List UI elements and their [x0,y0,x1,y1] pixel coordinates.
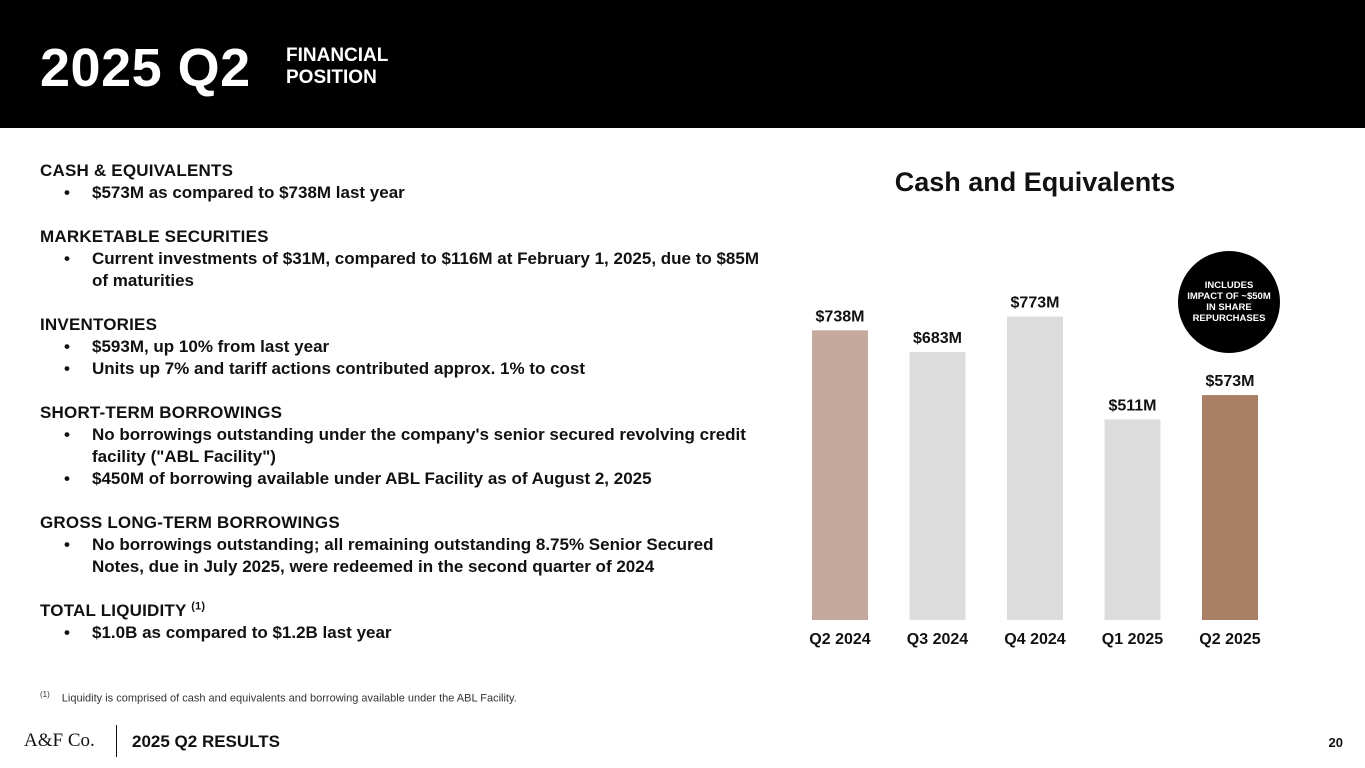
bullet-dot-icon: • [64,469,70,488]
bullet-item: • $450M of borrowing available under ABL … [40,468,760,490]
bar-q4-2024 [1007,316,1063,620]
section-title: INVENTORIES [40,314,760,336]
section-title: MARKETABLE SECURITIES [40,226,760,248]
bullet-dot-icon: • [64,183,70,202]
bullet-text: Current investments of $31M, compared to… [92,249,760,290]
header-subtitle: FINANCIAL POSITION [286,45,426,89]
bar-q1-2025 [1104,419,1161,620]
bullet-dot-icon: • [64,425,70,444]
bullet-item: • No borrowings outstanding; all remainin… [40,534,760,578]
bullet-text: No borrowings outstanding; all remaining… [92,535,714,576]
bullet-text: $450M of borrowing available under ABL F… [92,469,652,488]
bar-q2-2025 [1202,395,1258,620]
bullet-text: Units up 7% and tariff actions contribut… [92,359,586,378]
header-subtitle-line1: FINANCIAL [286,45,389,66]
header-period: 2025 Q2 [40,38,251,98]
bullet-list: • No borrowings outstanding; all remainin… [40,534,760,578]
section-title-text: GROSS LONG-TERM BORROWINGS [40,513,340,532]
section-title-text: INVENTORIES [40,315,158,334]
page-number: 20 [1328,735,1343,750]
badge-text: INCLUDES IMPACT OF ~$50M IN SHARE REPURC… [1187,280,1271,324]
bar-value-label: $511M [1108,397,1156,414]
x-axis-tick-label: Q1 2025 [1102,631,1163,648]
x-axis-tick-label: Q2 2025 [1199,631,1260,648]
footnote-marker: (1) [40,690,50,699]
bullet-dot-icon: • [64,359,70,378]
footer-results-label: 2025 Q2 RESULTS [132,732,281,751]
bullet-item: • $593M, up 10% from last year [40,336,760,358]
section: GROSS LONG-TERM BORROWINGS • No borrowings… [40,512,760,578]
bar-value-label: $573M [1206,373,1255,390]
bullet-item: • $573M as compared to $738M last year [40,182,760,204]
bullet-item: • $1.0B as compared to $1.2B last year [40,622,760,644]
section-title-text: TOTAL LIQUIDITY [40,601,187,620]
bar-q3-2024 [909,351,966,620]
x-axis-tick-label: Q3 2024 [907,631,968,648]
footer-divider [116,725,117,757]
bullet-dot-icon: • [64,535,70,554]
footnote-reference: (1) [191,600,206,613]
bullet-list: • No borrowings outstanding under the com… [40,424,760,490]
bullet-item: • Current investments of $31M, compared t… [40,248,760,292]
bullet-item: • Units up 7% and tariff actions contribu… [40,358,760,380]
bar-value-label: $773M [1011,295,1060,312]
bar-value-label: $683M [913,330,962,347]
repurchase-badge: INCLUDES IMPACT OF ~$50M IN SHARE REPURC… [1178,251,1280,353]
cash-bar-chart: $738M Q2 2024 $683M Q3 2024 $773M Q4 2024 $511… [809,295,1260,648]
footnote-text: Liquidity is comprised of cash and equiv… [61,692,517,705]
section: MARKETABLE SECURITIES • Current investment… [40,226,760,292]
section: TOTAL LIQUIDITY (1) • $1.0B as compared to… [40,600,760,644]
bullet-list: • $1.0B as compared to $1.2B last year [40,622,760,644]
company-logo: A&F Co. [24,730,95,751]
bullet-text: $573M as compared to $738M last year [92,183,405,202]
bullet-list: • Current investments of $31M, compared t… [40,248,760,292]
bullet-text: $1.0B as compared to $1.2B last year [92,623,392,642]
header-bar: 2025 Q2 FINANCIAL POSITION [0,0,1365,128]
chart-title: Cash and Equivalents [894,167,1176,197]
bullet-dot-icon: • [64,623,70,642]
section-title-text: CASH & EQUIVALENTS [40,161,234,180]
section: INVENTORIES • $593M, up 10% from last year… [40,314,760,380]
section-title: SHORT-TERM BORROWINGS [40,402,760,424]
bullet-list: • $593M, up 10% from last year • Units up 7… [40,336,760,380]
footnote: (1) Liquidity is comprised of cash and eq… [40,690,517,705]
bullet-text: $593M, up 10% from last year [92,337,330,356]
section-title-text: MARKETABLE SECURITIES [40,227,269,246]
section-title: TOTAL LIQUIDITY (1) [40,600,760,622]
bullet-list: • $573M as compared to $738M last year [40,182,760,204]
bullet-item: • No borrowings outstanding under the com… [40,424,760,468]
financial-position-list: CASH & EQUIVALENTS • $573M as compared to … [40,160,760,666]
x-axis-tick-label: Q4 2024 [1004,631,1065,648]
section-title: GROSS LONG-TERM BORROWINGS [40,512,760,534]
section: SHORT-TERM BORROWINGS • No borrowings outs… [40,402,760,490]
bar-value-label: $738M [816,308,865,325]
section-title: CASH & EQUIVALENTS [40,160,760,182]
section-title-text: SHORT-TERM BORROWINGS [40,403,283,422]
x-axis-tick-label: Q2 2024 [809,631,870,648]
bullet-text: No borrowings outstanding under the comp… [92,425,746,466]
bullet-dot-icon: • [64,249,70,268]
bar-q2-2024 [812,330,868,620]
header-subtitle-line2: POSITION [286,67,377,88]
bullet-dot-icon: • [64,337,70,356]
section: CASH & EQUIVALENTS • $573M as compared to … [40,160,760,204]
